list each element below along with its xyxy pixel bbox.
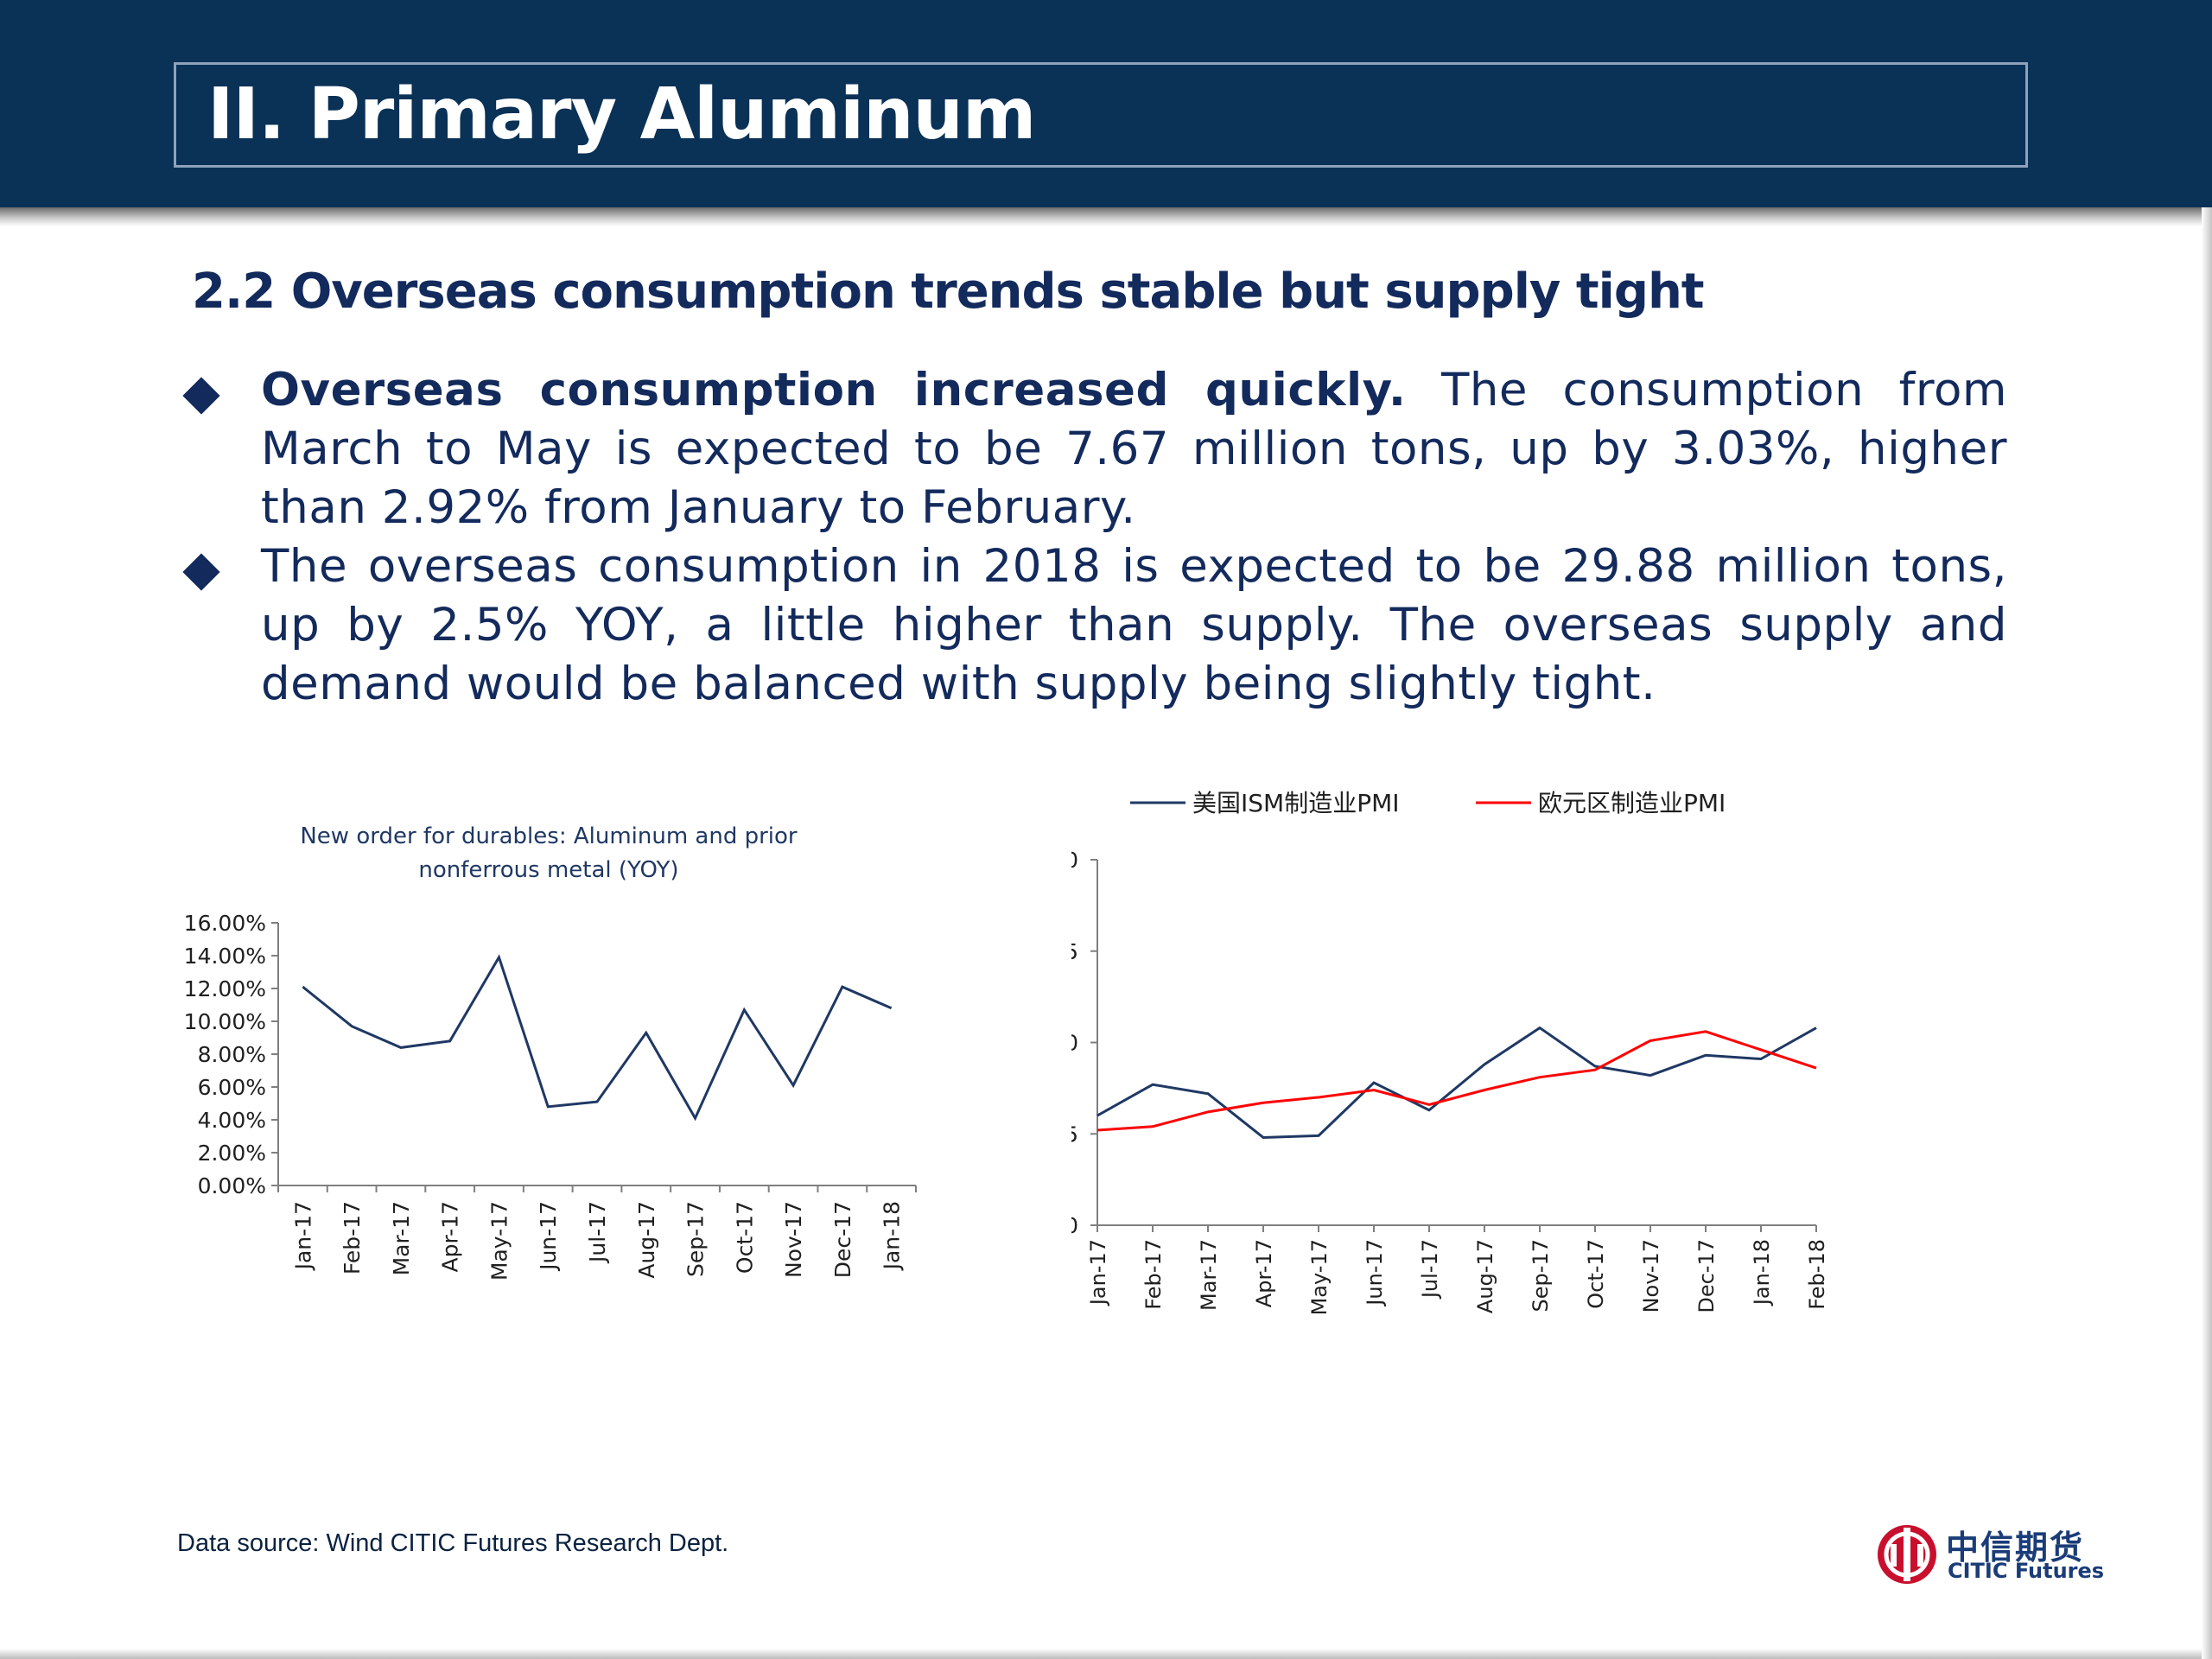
x-tick-label: Jul-17: [1418, 1239, 1442, 1300]
x-tick-label: Jun-17: [1363, 1239, 1387, 1307]
x-tick-label: Dec-17: [830, 1201, 855, 1278]
pmi-chart: 美国ISM制造业PMI 欧元区制造业PMI 50 55 60 65 70 Jan-17 Fe…: [1071, 789, 1829, 1315]
x-tick-label: Jan-18: [1750, 1239, 1774, 1306]
header-band: II. Primary Aluminum: [0, 0, 2212, 207]
section-subtitle: 2.2 Overseas consumption trends stable b…: [192, 264, 1705, 320]
x-tick-label: Sep-17: [683, 1201, 709, 1277]
page-title: II. Primary Aluminum: [207, 73, 1036, 156]
logo-text-en: CITIC Futures: [1948, 1559, 2105, 1583]
x-tick-label: Apr-17: [438, 1201, 463, 1272]
legend-label: 欧元区制造业PMI: [1538, 789, 1726, 817]
x-tick-label: Dec-17: [1694, 1239, 1719, 1313]
bullet-body: The overseas consumption in 2018 is expe…: [261, 540, 2007, 710]
data-source-note: Data source: Wind CITIC Futures Research…: [177, 1529, 729, 1557]
y-tick-label: 10.00%: [184, 1009, 266, 1034]
durables-orders-chart: New order for durables: Aluminum and pri…: [184, 823, 917, 1281]
bullet-text: Overseas consumption increased quickly. …: [261, 361, 2007, 537]
x-tick-label: Apr-17: [1252, 1239, 1276, 1307]
x-tick-label: Mar-17: [1197, 1239, 1221, 1311]
citic-logo-icon: [1878, 1525, 1936, 1584]
x-tick-label: May-17: [486, 1201, 512, 1281]
header-shadow: [0, 207, 2212, 226]
bullet-body: The consumption from March to May is exp…: [261, 364, 2007, 534]
diamond-bullet-icon: [182, 553, 220, 591]
x-tick-label: Nov-17: [781, 1201, 806, 1278]
x-tick-label: Oct-17: [1584, 1239, 1608, 1309]
bullet-text: The overseas consumption in 2018 is expe…: [261, 537, 2007, 714]
y-tick-label: 12.00%: [184, 976, 266, 1001]
diamond-bullet-icon: [182, 377, 220, 415]
bullet-lead: Overseas consumption increased quickly.: [261, 364, 1407, 416]
y-tick-label: 0.00%: [198, 1173, 266, 1198]
y-tick-label: 50: [1071, 1213, 1078, 1238]
y-tick-label: 4.00%: [198, 1108, 266, 1133]
legend-label: 美国ISM制造业PMI: [1192, 789, 1400, 817]
x-tick-label: Jan-18: [880, 1201, 905, 1271]
x-tick-label: Jun-17: [536, 1201, 561, 1272]
y-tick-label: 16.00%: [184, 911, 266, 936]
x-tick-label: Feb-18: [1805, 1239, 1829, 1310]
y-tick-label: 65: [1071, 939, 1078, 964]
x-tick-label: Aug-17: [1473, 1239, 1497, 1313]
x-tick-label: Nov-17: [1639, 1239, 1663, 1313]
x-tick-label: Sep-17: [1529, 1239, 1553, 1312]
citic-futures-logo: 中信期货 CITIC Futures: [1875, 1521, 2104, 1590]
bullet-item: The overseas consumption in 2018 is expe…: [177, 537, 2007, 714]
y-tick-label: 6.00%: [198, 1075, 266, 1100]
x-tick-label: Jan-17: [290, 1201, 315, 1271]
series-line: [1096, 1030, 1817, 1132]
y-tick-label: 2.00%: [198, 1141, 266, 1166]
bullet-list: Overseas consumption increased quickly. …: [177, 361, 2007, 714]
x-tick-label: Feb-17: [340, 1201, 365, 1274]
y-tick-label: 70: [1071, 848, 1078, 873]
slide-edge: [2202, 207, 2212, 1659]
x-tick-label: Aug-17: [634, 1201, 659, 1279]
title-frame: II. Primary Aluminum: [174, 62, 2028, 168]
bullet-item: Overseas consumption increased quickly. …: [177, 361, 2007, 537]
chart-title: New order for durables: Aluminum and pri…: [300, 823, 798, 849]
y-tick-label: 55: [1071, 1122, 1078, 1147]
y-tick-label: 60: [1071, 1031, 1078, 1056]
x-tick-label: May-17: [1307, 1239, 1332, 1315]
series-line: [1096, 1026, 1817, 1139]
chart-title: nonferrous metal (YOY): [418, 857, 678, 883]
logo-text-cn: 中信期货: [1946, 1529, 2085, 1567]
slide-edge: [0, 1649, 2212, 1659]
x-tick-label: Jul-17: [585, 1201, 610, 1264]
x-tick-label: Jan-17: [1086, 1239, 1110, 1306]
series-line: [302, 954, 893, 1122]
x-tick-label: Oct-17: [732, 1201, 757, 1274]
y-tick-label: 14.00%: [184, 944, 266, 969]
y-tick-label: 8.00%: [198, 1042, 266, 1067]
x-tick-label: Feb-17: [1141, 1239, 1166, 1310]
x-tick-label: Mar-17: [389, 1201, 414, 1275]
